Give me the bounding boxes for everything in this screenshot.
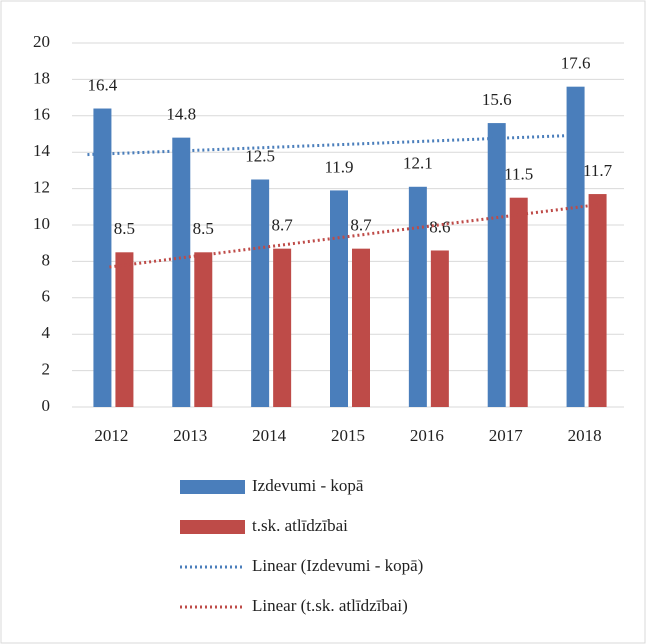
y-tick-label: 8 <box>42 250 51 269</box>
data-label: 8.5 <box>114 219 135 238</box>
bar <box>487 123 506 407</box>
trendline <box>87 133 576 157</box>
data-label: 12.1 <box>403 154 433 173</box>
data-label: 8.7 <box>272 216 294 235</box>
legend-swatch <box>180 520 245 534</box>
trendline <box>109 203 598 269</box>
bar <box>172 137 191 407</box>
legend-swatch <box>180 480 245 494</box>
legend-label: Linear (t.sk. atlīdzībai) <box>252 596 408 615</box>
data-label: 11.7 <box>583 161 613 180</box>
legend-label: t.sk. atlīdzībai <box>252 516 348 535</box>
data-label: 8.5 <box>193 219 214 238</box>
data-label: 12.5 <box>245 146 275 165</box>
data-label: 8.7 <box>350 216 372 235</box>
bar <box>115 252 134 407</box>
x-tick-label: 2016 <box>410 426 444 445</box>
bar <box>566 86 585 408</box>
bar <box>408 186 427 407</box>
legend-label: Linear (Izdevumi - kopā) <box>252 556 423 575</box>
bar <box>352 248 370 407</box>
data-label: 17.6 <box>561 54 591 73</box>
y-tick-label: 18 <box>33 68 50 87</box>
y-tick-label: 6 <box>42 287 51 306</box>
x-tick-label: 2017 <box>489 426 524 445</box>
bar <box>430 250 449 407</box>
data-label: 8.6 <box>429 217 450 236</box>
bar <box>273 248 292 407</box>
x-tick-label: 2012 <box>94 426 128 445</box>
y-tick-label: 20 <box>33 32 50 51</box>
x-tick-label: 2018 <box>568 426 602 445</box>
bar <box>509 197 528 407</box>
bar <box>251 179 270 407</box>
y-tick-label: 2 <box>42 360 51 379</box>
data-label: 16.4 <box>88 75 118 94</box>
bar <box>93 108 112 408</box>
x-tick-label: 2015 <box>331 426 365 445</box>
bar <box>330 190 348 407</box>
y-tick-label: 10 <box>33 214 50 233</box>
bar <box>194 252 213 407</box>
legend-label: Izdevumi - kopā <box>252 476 364 495</box>
x-tick-label: 2014 <box>252 426 287 445</box>
x-tick-label: 2013 <box>173 426 207 445</box>
data-label: 15.6 <box>482 90 512 109</box>
y-tick-label: 14 <box>33 141 51 160</box>
data-label: 11.9 <box>324 157 353 176</box>
bar <box>588 194 607 407</box>
y-tick-label: 4 <box>42 323 51 342</box>
data-label: 11.5 <box>504 165 533 184</box>
y-tick-label: 0 <box>42 396 51 415</box>
y-tick-label: 12 <box>33 178 50 197</box>
y-tick-label: 16 <box>33 105 50 124</box>
data-label: 14.8 <box>166 105 196 124</box>
